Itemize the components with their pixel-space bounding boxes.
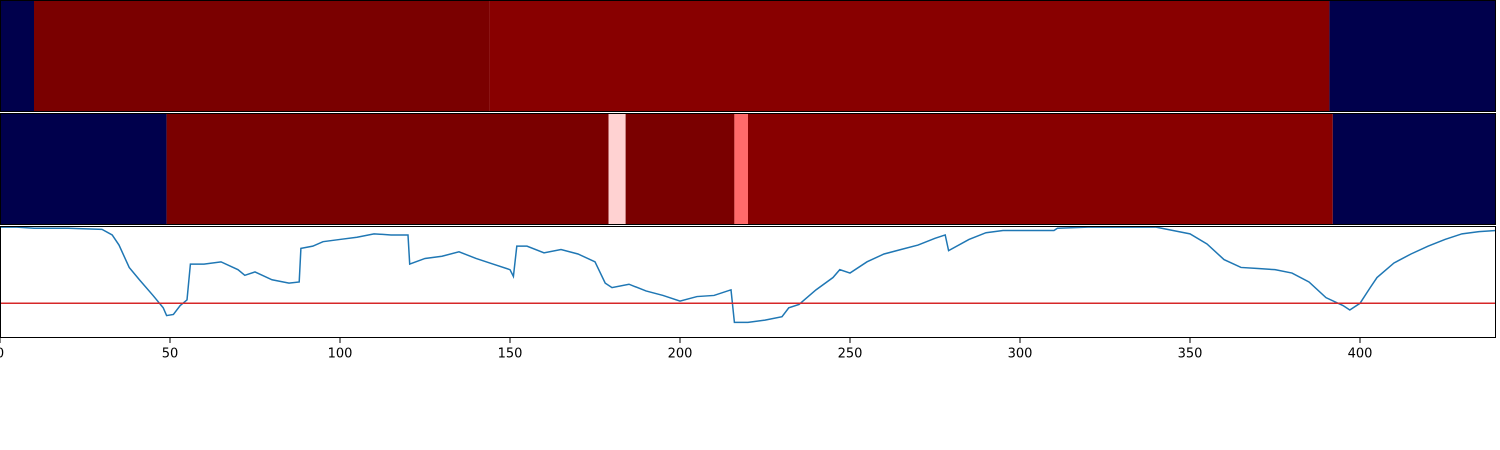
panel-frame xyxy=(0,113,1496,225)
panel-frame xyxy=(0,226,1496,338)
heat-segment xyxy=(734,113,748,225)
x-tick-label: 50 xyxy=(162,347,179,362)
heat-segment xyxy=(34,0,490,112)
heat-segment xyxy=(1332,113,1496,225)
heat-segment xyxy=(0,0,34,112)
heat-segment xyxy=(1329,0,1496,112)
heat-segment xyxy=(608,113,626,225)
panel-frame xyxy=(0,0,1496,112)
heat-segment xyxy=(166,113,609,225)
x-tick-label: 400 xyxy=(1348,347,1373,362)
x-tick-label: 250 xyxy=(838,347,863,362)
x-tick-label: 100 xyxy=(328,347,353,362)
x-tick-label: 350 xyxy=(1178,347,1203,362)
x-tick-label: 200 xyxy=(668,347,693,362)
data-line xyxy=(0,226,1497,324)
x-tick-label: 300 xyxy=(1008,347,1033,362)
heat-segment xyxy=(489,0,1330,112)
x-tick-label: 150 xyxy=(498,347,523,362)
heat-segment xyxy=(625,113,735,225)
x-tick-label: 0 xyxy=(0,347,4,362)
heat-segment xyxy=(748,113,1333,225)
plot-area xyxy=(0,226,1496,338)
heat-segment xyxy=(0,113,167,225)
